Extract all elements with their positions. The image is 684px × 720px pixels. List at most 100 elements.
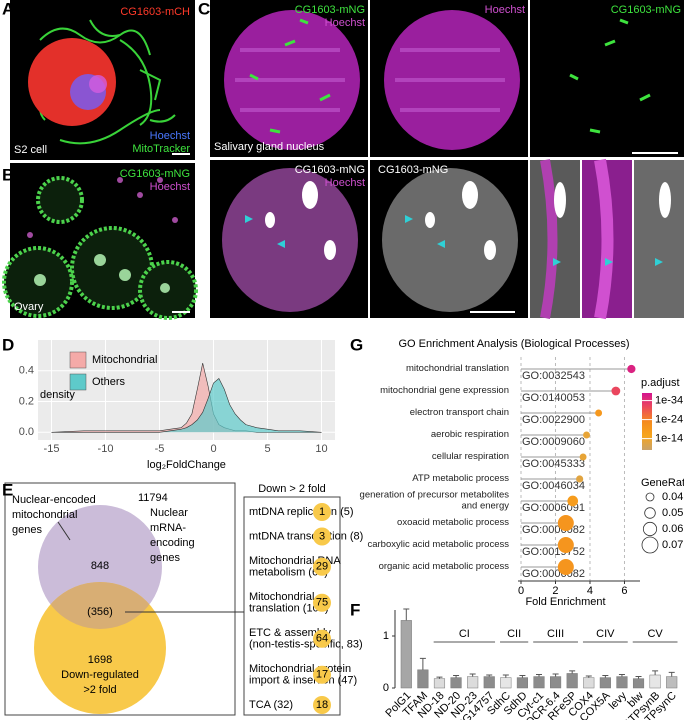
venn-label: 1698 — [88, 654, 112, 666]
legend-label: Others — [92, 376, 126, 388]
group-label: CI — [459, 628, 470, 640]
venn-count: (356) — [87, 606, 113, 618]
legend-swatch — [69, 351, 87, 369]
size-key — [642, 521, 658, 537]
error-bar — [585, 675, 592, 678]
legend-label: 0.05 — [662, 507, 683, 519]
list-header: Down > 2 fold — [258, 483, 326, 495]
count-badge — [313, 557, 331, 576]
category-label: mitochondrial gene expression — [380, 384, 509, 396]
y-tick-label: 0.4 — [19, 365, 34, 377]
error-bar — [569, 670, 576, 674]
bar — [632, 678, 645, 689]
go-id: GO:0032543 — [522, 370, 585, 382]
dot — [576, 475, 584, 483]
chart-title: GO Enrichment Analysis (Biological Proce… — [398, 338, 629, 350]
channel-label: CG1603-mNG — [295, 4, 365, 16]
channel-label: CG1603-mNG — [120, 168, 190, 180]
legend-label: 1e-14 — [655, 433, 683, 445]
micrograph-b — [2, 163, 198, 320]
count-label: 75 — [316, 597, 328, 609]
dot — [579, 453, 587, 461]
channel-label: Hoechst — [325, 177, 365, 189]
venn-label: mRNA- — [150, 522, 186, 534]
legend-label: 1e-24 — [655, 414, 683, 426]
panel-label: E — [2, 480, 13, 499]
x-tick-label: 6 — [621, 585, 627, 597]
count-label: 29 — [316, 561, 328, 573]
group-label: CIII — [547, 628, 564, 640]
venn-overlap — [38, 582, 162, 629]
dot — [595, 409, 603, 417]
venn-label: >2 fold — [83, 684, 116, 696]
panel-label: G — [350, 335, 363, 354]
list-item: import & insertion (47) — [249, 674, 357, 686]
y-tick-label: 0 — [383, 682, 389, 694]
go-id: GO:0140053 — [522, 392, 585, 404]
x-tick-label: 2 — [552, 585, 558, 597]
x-tick-label: 5 — [264, 443, 270, 455]
error-bar — [419, 657, 426, 670]
venn-label: 11794 — [138, 492, 168, 504]
legend-label: Mitochondrial — [92, 354, 157, 366]
count-label: 17 — [316, 669, 328, 681]
dot — [557, 559, 574, 575]
dot — [611, 386, 621, 396]
bar — [583, 677, 595, 689]
error-bar — [602, 675, 609, 678]
micrograph-c — [210, 0, 684, 320]
count-label: 1 — [319, 506, 325, 518]
legend-label: 0.07 — [662, 539, 683, 551]
error-bar — [486, 674, 493, 677]
channel-label: Hoechst — [150, 181, 190, 193]
error-bar — [536, 673, 542, 677]
micrograph-a — [10, 0, 195, 160]
venn-label: genes — [12, 524, 42, 536]
legend-title: p.adjust — [641, 377, 680, 389]
venn-label: encoding — [150, 537, 195, 549]
dot — [567, 495, 579, 507]
bar — [450, 677, 462, 689]
panel-label: D — [2, 335, 14, 354]
venn-count: 848 — [91, 560, 109, 572]
x-tick-label: -15 — [44, 443, 60, 455]
panel-label: A — [2, 0, 14, 18]
category-label: generation of precursor metabolites and … — [359, 489, 509, 511]
go-id: GO:0006082 — [522, 568, 585, 580]
error-bar — [403, 608, 410, 621]
bar — [566, 673, 578, 689]
pointer — [57, 521, 71, 541]
error-bar — [552, 673, 559, 677]
error-bar — [502, 674, 509, 678]
bar — [616, 676, 628, 689]
bar — [400, 620, 412, 689]
bar — [649, 674, 661, 689]
bar — [533, 676, 545, 689]
venn-label: mitochondrial — [12, 509, 77, 521]
channel-label: Hoechst — [485, 4, 525, 16]
group-label: CIV — [596, 628, 615, 640]
count-badge — [313, 593, 331, 612]
group-label: CV — [647, 628, 663, 640]
error-bar — [652, 670, 659, 675]
count-badge — [313, 503, 331, 521]
error-bar — [668, 671, 675, 677]
legend-label: 0.06 — [662, 523, 683, 535]
channel-label: Hoechst — [325, 17, 365, 29]
count-badge — [313, 696, 331, 714]
legend-label: 0.04 — [662, 491, 683, 503]
channel-label: MitoTracker — [132, 143, 190, 155]
count-badge — [313, 629, 331, 648]
list-item: TCA (32) — [249, 699, 293, 711]
y-tick-label: 1 — [383, 630, 389, 642]
legend-title: GeneRatio — [641, 477, 684, 489]
list-item: Mitochondrial — [249, 591, 314, 603]
category-label: cellular respiration — [431, 450, 509, 462]
dot — [557, 515, 574, 531]
bar — [433, 678, 446, 689]
x-tick-label: 10 — [315, 443, 327, 455]
venn-label: Nuclear — [150, 507, 188, 519]
go-id: GO:0045333 — [522, 458, 585, 470]
